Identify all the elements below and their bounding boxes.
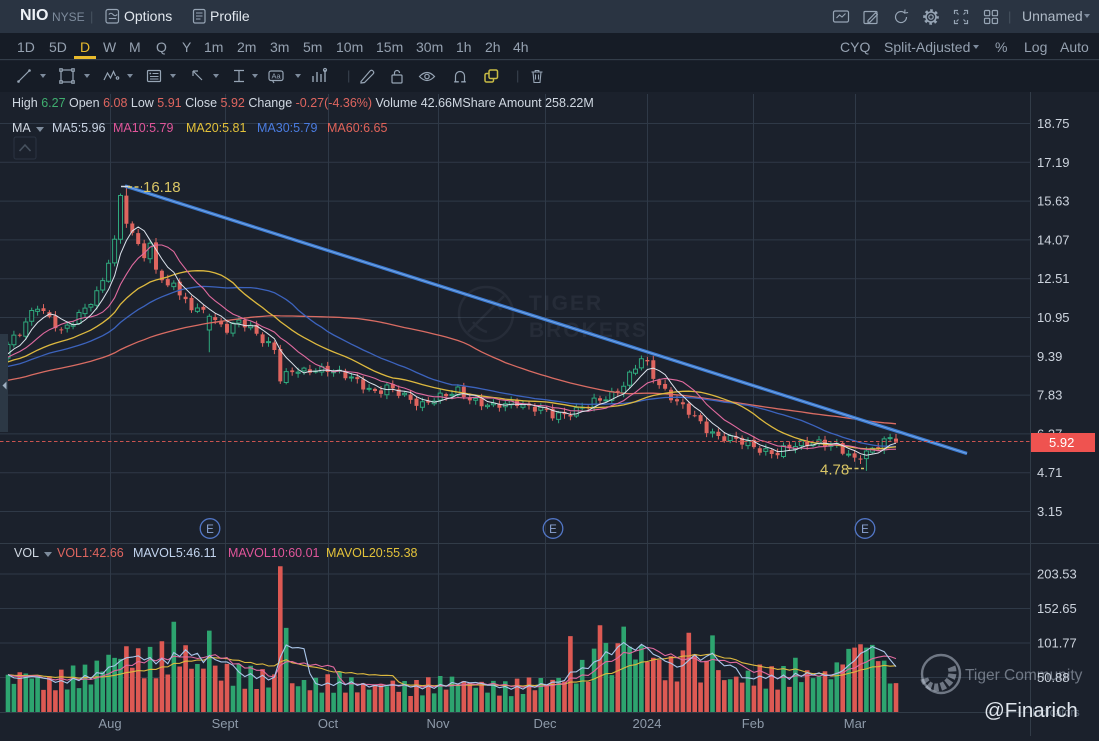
svg-text:12.51: 12.51 — [1037, 271, 1070, 286]
svg-text:Aug: Aug — [98, 716, 121, 731]
svg-text:3.15: 3.15 — [1037, 504, 1062, 519]
svg-text:E: E — [861, 524, 869, 536]
svg-text:MA5:5.96: MA5:5.96 — [52, 121, 106, 135]
svg-text:15.63: 15.63 — [1037, 194, 1070, 209]
svg-text:7.83: 7.83 — [1037, 388, 1062, 403]
svg-text:Aa: Aa — [272, 72, 282, 81]
svg-text:50.88: 50.88 — [1037, 670, 1070, 685]
svg-text:Tiger Community: Tiger Community — [965, 667, 1083, 684]
svg-text:MA30:5.79: MA30:5.79 — [257, 121, 318, 135]
svg-text:17.19: 17.19 — [1037, 155, 1070, 170]
svg-text:MAVOL10:60.01: MAVOL10:60.01 — [228, 546, 320, 560]
svg-text:VOL1:42.66: VOL1:42.66 — [57, 546, 124, 560]
svg-text:101.77: 101.77 — [1037, 636, 1077, 651]
svg-text:MA20:5.81: MA20:5.81 — [186, 121, 247, 135]
svg-text:VOL: VOL — [14, 546, 39, 560]
svg-text:Mar: Mar — [844, 716, 867, 731]
svg-text:16.18: 16.18 — [143, 179, 181, 196]
svg-text:203.53: 203.53 — [1037, 567, 1077, 582]
svg-text:@Finarich: @Finarich — [984, 699, 1078, 722]
svg-text:9.39: 9.39 — [1037, 349, 1062, 364]
svg-text:152.65: 152.65 — [1037, 601, 1077, 616]
svg-text:2024: 2024 — [633, 716, 662, 731]
svg-text:Feb: Feb — [742, 716, 764, 731]
svg-text:4.78: 4.78 — [820, 462, 849, 479]
svg-text:Indicators: Indicators — [1032, 707, 1080, 719]
svg-text:Sept: Sept — [212, 716, 239, 731]
svg-text:BROKERS: BROKERS — [529, 319, 648, 342]
svg-text:Oct: Oct — [318, 716, 339, 731]
svg-text:Dec: Dec — [533, 716, 557, 731]
svg-text:MA10:5.79: MA10:5.79 — [113, 121, 174, 135]
svg-text:High 6.27 Open 6.08 Low 5.91 C: High 6.27 Open 6.08 Low 5.91 Close 5.92 … — [12, 96, 594, 110]
svg-text:10.95: 10.95 — [1037, 310, 1070, 325]
svg-text:4.71: 4.71 — [1037, 465, 1062, 480]
svg-text:5.92: 5.92 — [1049, 435, 1074, 450]
svg-text:MAVOL20:55.38: MAVOL20:55.38 — [326, 546, 418, 560]
svg-text:Nov: Nov — [426, 716, 450, 731]
svg-text:18.75: 18.75 — [1037, 116, 1070, 131]
svg-text:E: E — [549, 524, 557, 536]
svg-text:MA: MA — [12, 121, 31, 135]
svg-text:14.07: 14.07 — [1037, 232, 1070, 247]
svg-text:MA60:6.65: MA60:6.65 — [327, 121, 388, 135]
svg-text:MAVOL5:46.11: MAVOL5:46.11 — [133, 546, 217, 560]
svg-text:E: E — [206, 524, 214, 536]
svg-text:TIGER: TIGER — [529, 292, 603, 315]
